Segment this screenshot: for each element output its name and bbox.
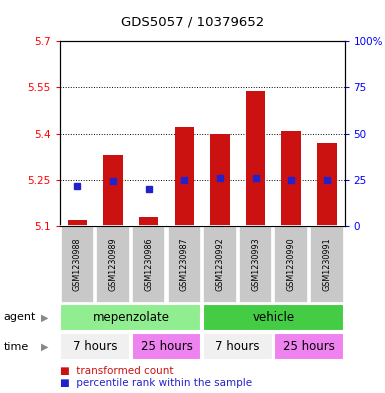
Bar	[203, 226, 237, 303]
Bar	[246, 90, 265, 226]
Text: GSM1230987: GSM1230987	[180, 237, 189, 291]
Text: mepenzolate: mepenzolate	[92, 311, 169, 324]
Bar	[174, 127, 194, 226]
Text: 25 hours: 25 hours	[283, 340, 335, 353]
Bar	[61, 226, 94, 303]
Bar	[281, 130, 301, 226]
Bar	[103, 155, 123, 226]
Text: GSM1230990: GSM1230990	[287, 237, 296, 291]
Text: vehicle: vehicle	[252, 311, 295, 324]
Text: GSM1230988: GSM1230988	[73, 237, 82, 291]
Bar	[167, 226, 201, 303]
Bar	[139, 217, 159, 226]
Text: GSM1230992: GSM1230992	[216, 237, 224, 291]
Bar	[132, 226, 166, 303]
Text: GDS5057 / 10379652: GDS5057 / 10379652	[121, 15, 264, 28]
Text: 7 hours: 7 hours	[216, 340, 260, 353]
Bar	[317, 143, 336, 226]
Text: ▶: ▶	[40, 312, 48, 322]
Bar	[68, 220, 87, 226]
Text: time: time	[4, 342, 29, 352]
Text: GSM1230991: GSM1230991	[322, 237, 331, 291]
Text: ▶: ▶	[40, 342, 48, 352]
Bar	[310, 226, 343, 303]
Text: 7 hours: 7 hours	[73, 340, 117, 353]
Bar	[60, 304, 201, 331]
Text: agent: agent	[4, 312, 36, 322]
Bar	[60, 333, 130, 360]
Text: 25 hours: 25 hours	[141, 340, 192, 353]
Bar	[274, 333, 344, 360]
Bar	[203, 333, 273, 360]
Text: ■  transformed count: ■ transformed count	[60, 366, 173, 376]
Bar	[203, 304, 344, 331]
Bar	[132, 333, 201, 360]
Bar	[210, 134, 230, 226]
Bar	[239, 226, 272, 303]
Text: GSM1230993: GSM1230993	[251, 237, 260, 291]
Bar	[275, 226, 308, 303]
Text: ■  percentile rank within the sample: ■ percentile rank within the sample	[60, 378, 252, 388]
Bar	[96, 226, 130, 303]
Text: GSM1230989: GSM1230989	[109, 237, 117, 291]
Text: GSM1230986: GSM1230986	[144, 237, 153, 291]
